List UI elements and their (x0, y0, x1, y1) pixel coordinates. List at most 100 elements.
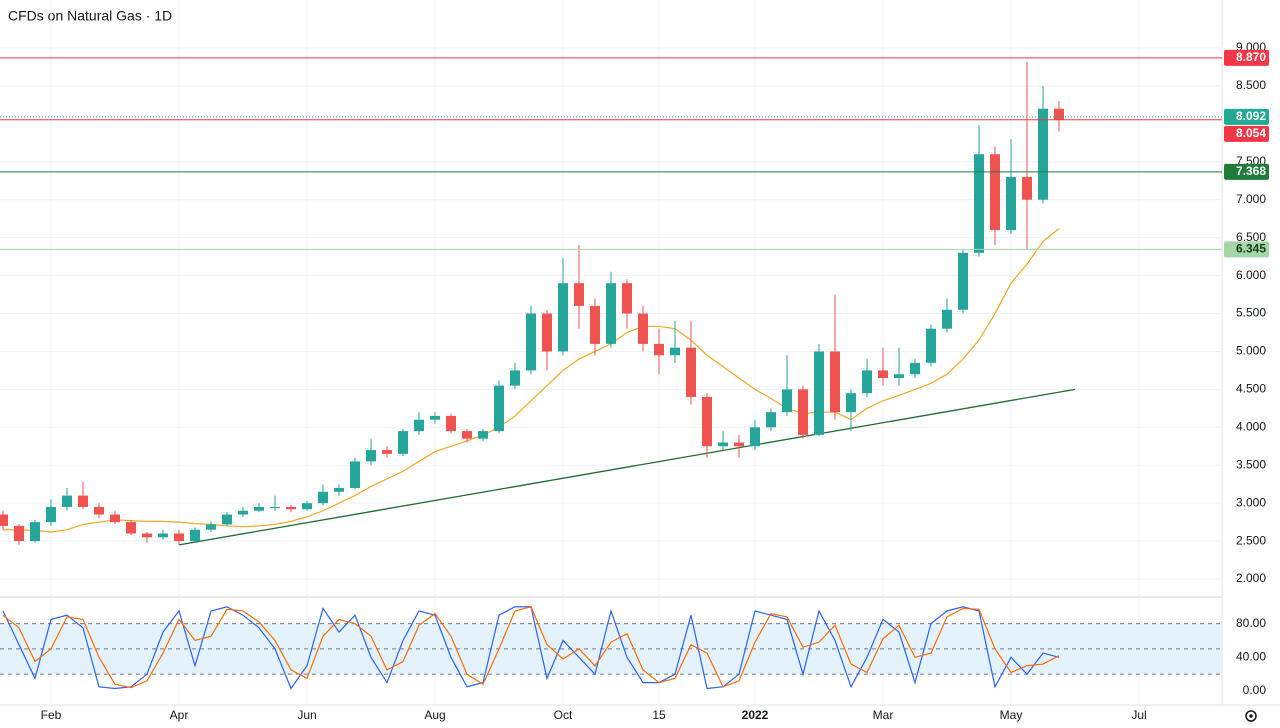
price-level-box (1224, 49, 1269, 66)
candle-body (398, 431, 408, 454)
y-tick-label: 4.500 (1236, 382, 1266, 396)
candle-body (142, 533, 152, 538)
candle-body (366, 450, 376, 462)
candle-body (446, 415, 456, 432)
x-tick-label: Mar (873, 708, 894, 722)
candle-body (574, 283, 584, 306)
candle-body (190, 529, 200, 542)
y-tick-label: 8.500 (1236, 78, 1266, 92)
x-tick-label: Oct (554, 708, 573, 722)
y-tick-label: 40.00 (1236, 649, 1266, 663)
chart-title: CFDs on Natural Gas · 1D (8, 8, 172, 24)
y-tick-label: 6.500 (1236, 230, 1266, 244)
candle-body (78, 495, 88, 507)
candle-body (334, 487, 344, 492)
candle-body (910, 362, 920, 375)
x-tick-label: Jul (1131, 708, 1146, 722)
candle-body (558, 283, 568, 352)
candle-body (622, 283, 632, 314)
candle-body (478, 431, 488, 439)
trend-line (178, 388, 1076, 546)
candle-body (318, 491, 328, 504)
candle-body (222, 514, 232, 525)
candle-body (526, 313, 536, 371)
candle-body (94, 506, 104, 515)
candle-body (862, 370, 872, 394)
x-tick-label: 2022 (742, 708, 769, 722)
candle-body (30, 522, 40, 542)
candle-body (1038, 108, 1048, 200)
candle-body (926, 328, 936, 363)
x-tick-label: Apr (170, 708, 189, 722)
candle-body (670, 347, 680, 356)
candle-body (110, 514, 120, 523)
candle-body (814, 351, 824, 435)
price-level-label: 8.092 (1236, 109, 1266, 123)
moving-average (3, 228, 1060, 533)
candle-body (654, 343, 664, 356)
price-level-label: 8.870 (1236, 50, 1266, 64)
y-tick-label: 2.000 (1236, 571, 1266, 585)
candle-body (1022, 176, 1032, 200)
x-tick-label: 15 (652, 708, 666, 722)
candle-body (270, 506, 280, 508)
price-level-box (1224, 108, 1269, 125)
candle-body (302, 503, 312, 510)
candle-body (62, 495, 72, 507)
candle-body (462, 431, 472, 439)
candle-body (414, 419, 424, 432)
candle-body (174, 533, 184, 542)
x-tick-label: Jun (297, 708, 316, 722)
candle-body (590, 305, 600, 344)
candle-body (542, 313, 552, 352)
candle-body (350, 461, 360, 488)
candle-body (382, 450, 392, 454)
candle-body (14, 525, 24, 542)
price-level-box (1224, 163, 1269, 180)
candle-body (206, 524, 216, 530)
candle-body (830, 351, 840, 413)
candle-body (126, 522, 136, 534)
price-level-label: 7.368 (1236, 164, 1266, 178)
y-tick-label: 80.00 (1236, 616, 1266, 630)
y-tick-label: 4.000 (1236, 419, 1266, 433)
y-tick-label: 3.000 (1236, 495, 1266, 509)
candle-body (686, 347, 696, 397)
candle-body (990, 154, 1000, 231)
settings-icon-center[interactable] (1249, 714, 1253, 718)
candle-body (430, 415, 440, 420)
price-level-box (1224, 241, 1269, 258)
candle-body (718, 442, 728, 447)
candle-body (878, 370, 888, 378)
candle-body (734, 442, 744, 447)
candle-body (846, 393, 856, 413)
candle-body (942, 309, 952, 329)
candle-body (638, 313, 648, 344)
y-tick-label: 7.000 (1236, 192, 1266, 206)
y-tick-label: 0.00 (1243, 683, 1267, 697)
candle-body (254, 506, 264, 511)
candle-body (46, 506, 56, 523)
candle-body (766, 412, 776, 428)
y-tick-label: 5.500 (1236, 306, 1266, 320)
candle-body (510, 370, 520, 386)
x-tick-label: May (1000, 708, 1023, 722)
candle-body (974, 154, 984, 253)
candle-body (798, 389, 808, 435)
candle-body (1006, 176, 1016, 231)
settings-icon[interactable] (1245, 710, 1257, 722)
y-tick-label: 6.000 (1236, 268, 1266, 282)
y-tick-label: 5.000 (1236, 344, 1266, 358)
candle-body (702, 396, 712, 447)
x-tick-label: Aug (424, 708, 445, 722)
price-level-label: 6.345 (1236, 242, 1266, 256)
price-level-box (1224, 125, 1269, 142)
candle-body (494, 385, 504, 432)
candle-body (606, 283, 616, 344)
settings-icon-ring[interactable] (1245, 710, 1257, 722)
candle-body (238, 510, 248, 515)
oscillator-line (2, 606, 1060, 689)
y-tick-label: 3.500 (1236, 457, 1266, 471)
